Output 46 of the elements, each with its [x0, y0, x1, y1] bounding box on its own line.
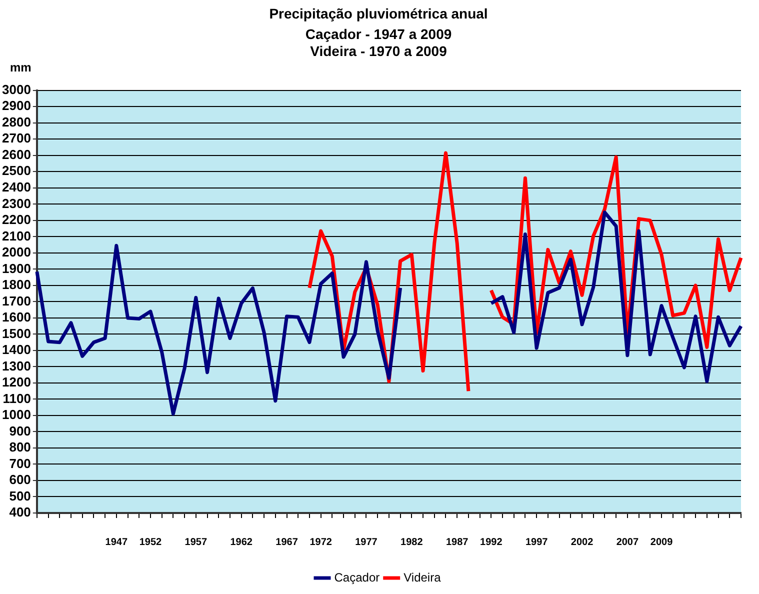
y-tick-label: 1600 — [2, 310, 31, 325]
x-tick-label: 1947 — [105, 536, 128, 548]
y-tick-label: 1500 — [2, 326, 31, 341]
x-tick-label: 1972 — [310, 536, 332, 548]
y-tick-label: 2000 — [2, 244, 31, 260]
x-tick-label: 1952 — [139, 536, 162, 548]
x-tick-label: 1997 — [525, 536, 548, 548]
y-axis-title: mm — [10, 60, 32, 75]
x-tick-label: 1967 — [276, 536, 298, 548]
y-tick-label: 2100 — [2, 228, 31, 244]
y-tick-label: 1100 — [2, 390, 31, 406]
x-tick-label: 2002 — [570, 536, 594, 548]
x-tick-label: 1957 — [184, 536, 208, 548]
y-tick-label: 400 — [9, 504, 31, 520]
y-tick-label: 2800 — [2, 114, 31, 130]
y-tick-label: 700 — [9, 456, 31, 471]
x-tick-label: 2007 — [616, 536, 639, 548]
y-tick-label: 2300 — [2, 196, 31, 211]
x-tick-label: 1962 — [230, 536, 253, 548]
y-tick-label: 1200 — [2, 374, 31, 390]
y-tick-label: 1000 — [2, 407, 31, 422]
y-tick-label: 2900 — [2, 98, 31, 114]
y-tick-label: 600 — [9, 472, 31, 488]
y-tick-label: 2600 — [2, 146, 31, 162]
legend-label: Caçador — [334, 570, 380, 584]
chart-subtitle: Caçador - 1947 a 2009 Videira - 1970 a 2009 — [305, 26, 452, 59]
x-tick-label: 1987 — [446, 536, 469, 548]
y-tick-label: 1800 — [2, 277, 31, 292]
y-tick-label: 2700 — [2, 130, 31, 146]
y-tick-label: 800 — [9, 440, 31, 455]
y-tick-label: 2400 — [2, 180, 31, 194]
y-tick-label: 3000 — [2, 82, 31, 97]
y-tick-label: 1700 — [2, 293, 31, 308]
y-tick-label: 1400 — [2, 342, 31, 358]
y-tick-label: 2500 — [2, 163, 31, 178]
y-tick-label: 900 — [9, 423, 31, 438]
y-tick-label: 1300 — [2, 358, 31, 374]
x-tick-label: 1977 — [355, 536, 378, 548]
y-tick-label: 500 — [9, 488, 31, 504]
x-tick-label: 1992 — [480, 536, 503, 548]
x-tick-label: 2009 — [650, 536, 674, 548]
y-tick-label: 2200 — [2, 212, 31, 228]
legend-label: Videira — [404, 570, 442, 584]
y-tick-label: 1900 — [2, 260, 31, 276]
x-tick-label: 1982 — [400, 536, 424, 548]
chart-title: Precipitação pluviométrica anual — [269, 5, 488, 22]
